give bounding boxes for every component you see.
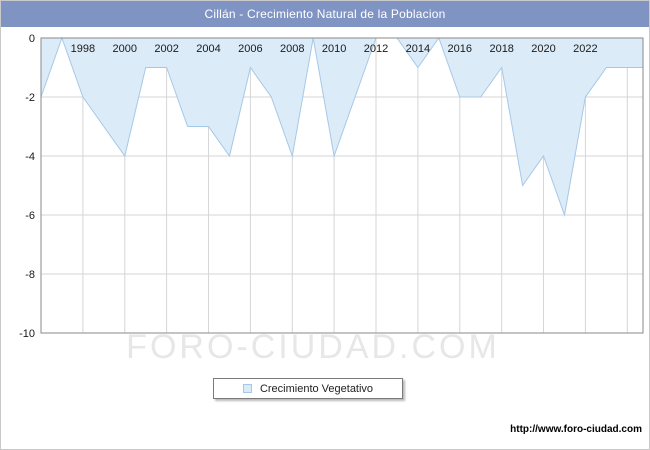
chart-title: Cillán - Crecimiento Natural de la Pobla… [204, 7, 446, 21]
x-tick-label: 2018 [489, 43, 513, 55]
footer-url-text[interactable]: http://www.foro-ciudad.com [510, 424, 642, 435]
x-tick-label: 2010 [322, 43, 346, 55]
y-tick-label: -10 [19, 328, 35, 340]
x-tick-label: 2004 [196, 43, 220, 55]
area-fill-path [41, 38, 643, 215]
x-tick-label: 2020 [531, 43, 555, 55]
x-tick-label: 2016 [448, 43, 472, 55]
y-tick-label: -4 [25, 151, 35, 163]
y-tick-label: -6 [25, 210, 35, 222]
y-tick-label: 0 [29, 33, 35, 45]
x-tick-label: 2002 [154, 43, 178, 55]
x-tick-label: 1998 [71, 43, 95, 55]
x-tick-label: 2000 [113, 43, 137, 55]
chart-title-bar: Cillán - Crecimiento Natural de la Pobla… [1, 1, 649, 27]
area-line-path [40, 36, 643, 217]
y-tick-label: -2 [25, 92, 35, 104]
legend-label: Crecimiento Vegetativo [259, 382, 374, 395]
x-tick-label: 2012 [364, 43, 388, 55]
x-tick-label: 2014 [406, 43, 430, 55]
legend-box: Crecimiento Vegetativo [213, 378, 403, 399]
plot-border [40, 37, 644, 334]
legend-swatch-icon [242, 384, 252, 393]
x-tick-label: 2022 [573, 43, 597, 55]
watermark-text: FORO-CIUDAD.COM [126, 328, 500, 366]
x-tick-label: 2006 [238, 43, 262, 55]
x-tick-label: 2008 [280, 43, 304, 55]
y-tick-label: -8 [25, 269, 35, 281]
